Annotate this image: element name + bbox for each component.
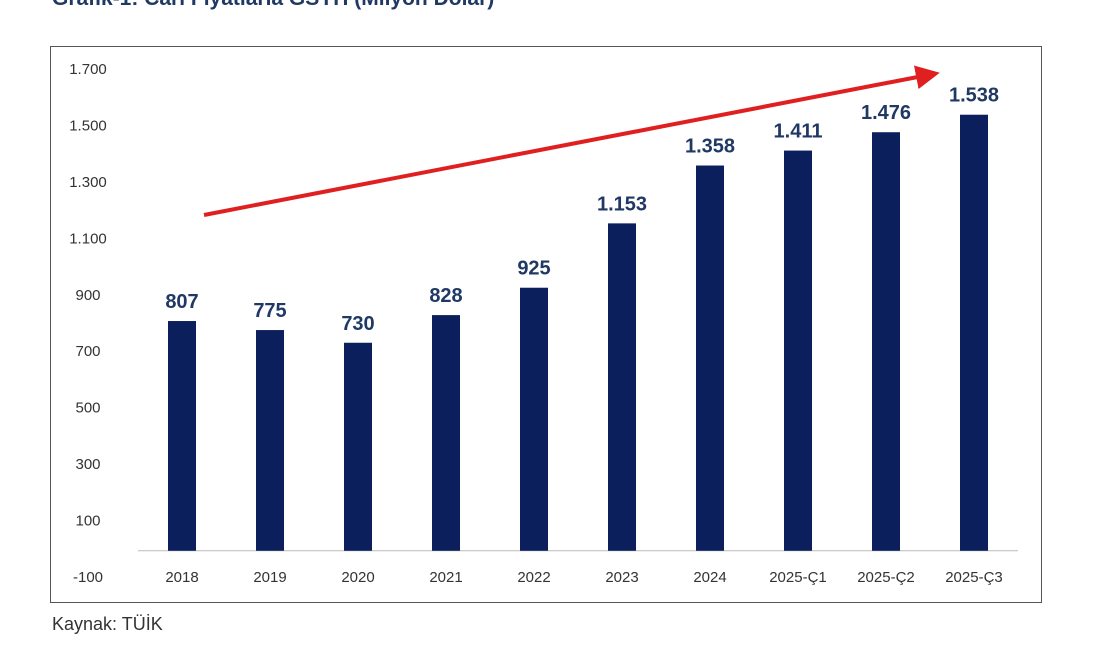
bar	[344, 342, 372, 551]
y-tick-label: 900	[75, 287, 100, 304]
bar	[872, 132, 900, 551]
bar	[432, 315, 460, 551]
x-tick-label: 2022	[517, 569, 550, 586]
data-label: 925	[517, 258, 550, 280]
y-tick-label: 100	[75, 513, 100, 530]
bar	[608, 223, 636, 551]
x-tick-label: 2021	[429, 569, 462, 586]
source-note: Kaynak: TÜİK	[52, 614, 163, 634]
x-tick-label: 2024	[693, 569, 726, 586]
data-label: 1.358	[685, 136, 735, 158]
y-tick-label: 500	[75, 400, 100, 417]
bar	[520, 287, 548, 551]
chart-frame	[50, 46, 1042, 603]
x-tick-label: 2025-Ç1	[769, 569, 827, 586]
bar	[960, 114, 988, 551]
data-label: 1.476	[861, 102, 911, 124]
data-label: 1.153	[597, 193, 647, 215]
bar	[696, 165, 724, 551]
data-label: 807	[165, 291, 198, 313]
data-label: 828	[429, 285, 462, 307]
x-tick-label: 2025-Ç2	[857, 569, 915, 586]
x-tick-label: 2025-Ç3	[945, 569, 1003, 586]
data-label: 1.538	[949, 85, 999, 107]
chart-title: Grafik-1: Cari Fiyatlarla GSYH (Milyon D…	[52, 0, 494, 11]
data-label: 775	[253, 300, 286, 322]
y-tick-label: 300	[75, 456, 100, 473]
data-label: 1.411	[774, 121, 823, 143]
x-tick-label: 2018	[165, 569, 198, 586]
bar	[256, 330, 284, 551]
y-tick-label: 1.100	[69, 230, 107, 247]
x-tick-label: 2023	[605, 569, 638, 586]
y-tick-label: 1.700	[69, 61, 107, 78]
x-tick-label: 2019	[253, 569, 286, 586]
bar	[168, 321, 196, 551]
trend-arrow	[203, 65, 940, 217]
y-tick-label: 1.500	[69, 117, 107, 134]
y-tick-label: 1.300	[69, 174, 107, 191]
y-tick-label: 700	[75, 343, 100, 360]
bar	[784, 150, 812, 551]
data-label: 730	[341, 313, 374, 335]
x-tick-label: 2020	[341, 569, 374, 586]
y-tick-label: -100	[73, 569, 103, 586]
